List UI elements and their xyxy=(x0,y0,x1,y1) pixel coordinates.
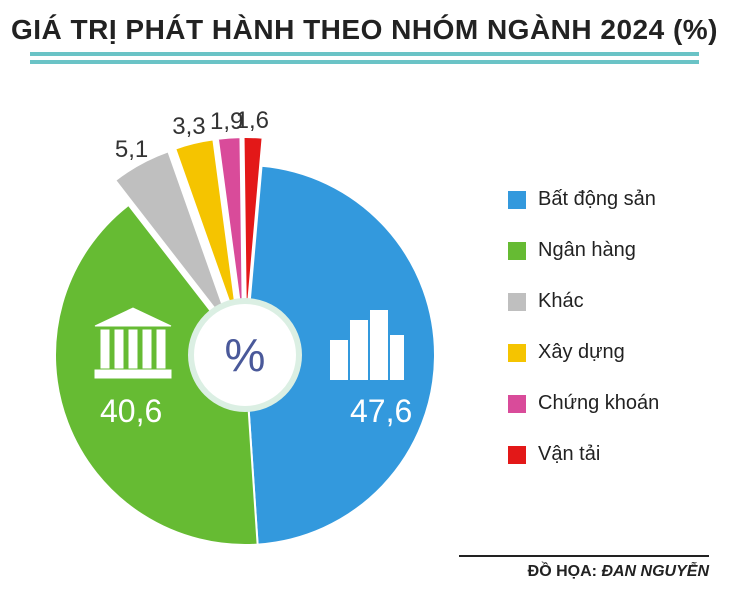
legend-label: Xây dựng xyxy=(538,341,625,364)
legend-swatch xyxy=(508,242,526,260)
slice-value-label: 47,6 xyxy=(350,393,412,429)
legend-item: Vận tải xyxy=(508,443,718,466)
legend-swatch xyxy=(508,395,526,413)
title-rule-1 xyxy=(30,52,699,56)
slice-value-label: 40,6 xyxy=(100,393,162,429)
chart-title: GIÁ TRỊ PHÁT HÀNH THEO NHÓM NGÀNH 2024 (… xyxy=(0,14,729,46)
legend: Bất động sản Ngân hàng Khác Xây dựng Chứng k… xyxy=(508,188,718,494)
legend-item: Bất động sản xyxy=(508,188,718,211)
title-rule-2 xyxy=(30,60,699,64)
credit: ĐỒ HỌA: ĐAN NGUYỄN xyxy=(459,555,709,581)
legend-label: Ngân hàng xyxy=(538,239,636,262)
percent-symbol: % xyxy=(225,329,266,381)
credit-prefix: ĐỒ HỌA: xyxy=(528,563,602,580)
legend-item: Ngân hàng xyxy=(508,239,718,262)
legend-label: Vận tải xyxy=(538,443,600,466)
chart-container: GIÁ TRỊ PHÁT HÀNH THEO NHÓM NGÀNH 2024 (… xyxy=(0,0,729,593)
credit-name: ĐAN NGUYỄN xyxy=(601,563,709,580)
legend-swatch xyxy=(508,344,526,362)
legend-item: Chứng khoán xyxy=(508,392,718,415)
legend-label: Bất động sản xyxy=(538,188,656,211)
slice-value-label: 3,3 xyxy=(172,113,205,141)
legend-item: Xây dựng xyxy=(508,341,718,364)
pie-chart: %47,640,6 5,13,31,91,6 xyxy=(0,70,475,550)
legend-swatch xyxy=(508,446,526,464)
slice-value-label: 1,6 xyxy=(236,107,269,135)
legend-swatch xyxy=(508,191,526,209)
legend-item: Khác xyxy=(508,290,718,313)
legend-label: Khác xyxy=(538,290,584,313)
legend-label: Chứng khoán xyxy=(538,392,659,415)
legend-swatch xyxy=(508,293,526,311)
slice-value-label: 5,1 xyxy=(115,136,148,164)
